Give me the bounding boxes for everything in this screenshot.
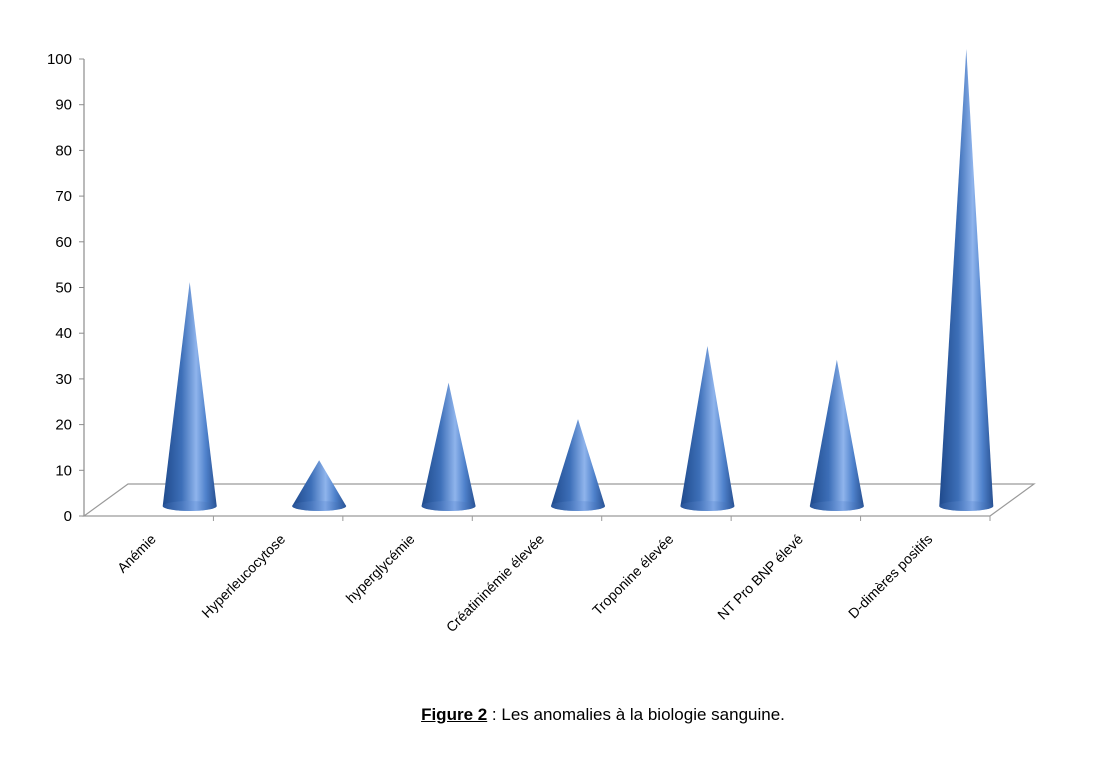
category-label: Anémie [114,531,159,576]
floor-plane [82,483,1036,517]
cone-body [809,359,864,512]
cone-mark [421,382,476,512]
cone-base [680,501,735,511]
cone-base [162,501,217,511]
axes: 0 10 20 30 40 50 60 70 80 90 100 [47,51,1036,525]
cone-mark [162,282,217,512]
cone-base [292,501,347,511]
cone-base [809,501,864,511]
category-label: hyperglycémie [343,531,418,606]
cone-body [292,460,347,512]
y-tick-label: 20 [55,417,72,434]
cone-mark [551,419,605,511]
y-tick-label: 90 [55,97,72,114]
y-tick-label: 50 [55,280,72,297]
figure-caption: Figure 2 : Les anomalies à la biologie s… [0,705,1094,725]
y-tick-label: 30 [55,371,72,388]
y-tick-label: 10 [55,462,72,479]
y-tick-label: 80 [55,142,72,159]
y-tick-label: 60 [55,234,72,251]
category-label: Créatininémie élevée [443,531,547,635]
y-tick-label: 100 [47,51,72,68]
category-label: NT Pro BNP élevé [714,531,806,623]
cone-body [939,49,994,512]
cones [162,49,994,512]
cone-base [551,501,605,511]
cone-mark [939,49,994,512]
category-label: Troponine élevée [589,531,677,619]
y-tick-label: 0 [64,508,72,525]
cone-body [162,282,217,512]
category-label: D-dimères positifs [845,531,936,622]
cone-body [680,346,735,512]
category-label: Hyperleucocytose [198,531,288,621]
caption-lead: Figure 2 [421,705,488,724]
cone-base [421,501,476,511]
cone-mark [292,460,347,512]
y-tick-label: 70 [55,188,72,205]
category-labels: Anémie Hyperleucocytose hyperglycémie Créat… [114,531,935,635]
cone-body [421,382,476,512]
caption-text: : Les anomalies à la biologie sanguine. [487,705,785,724]
cone-mark [809,359,864,512]
y-tick-label: 40 [55,325,72,342]
cone-base [939,501,994,511]
cone-mark [680,346,735,512]
cone-body [551,419,605,511]
